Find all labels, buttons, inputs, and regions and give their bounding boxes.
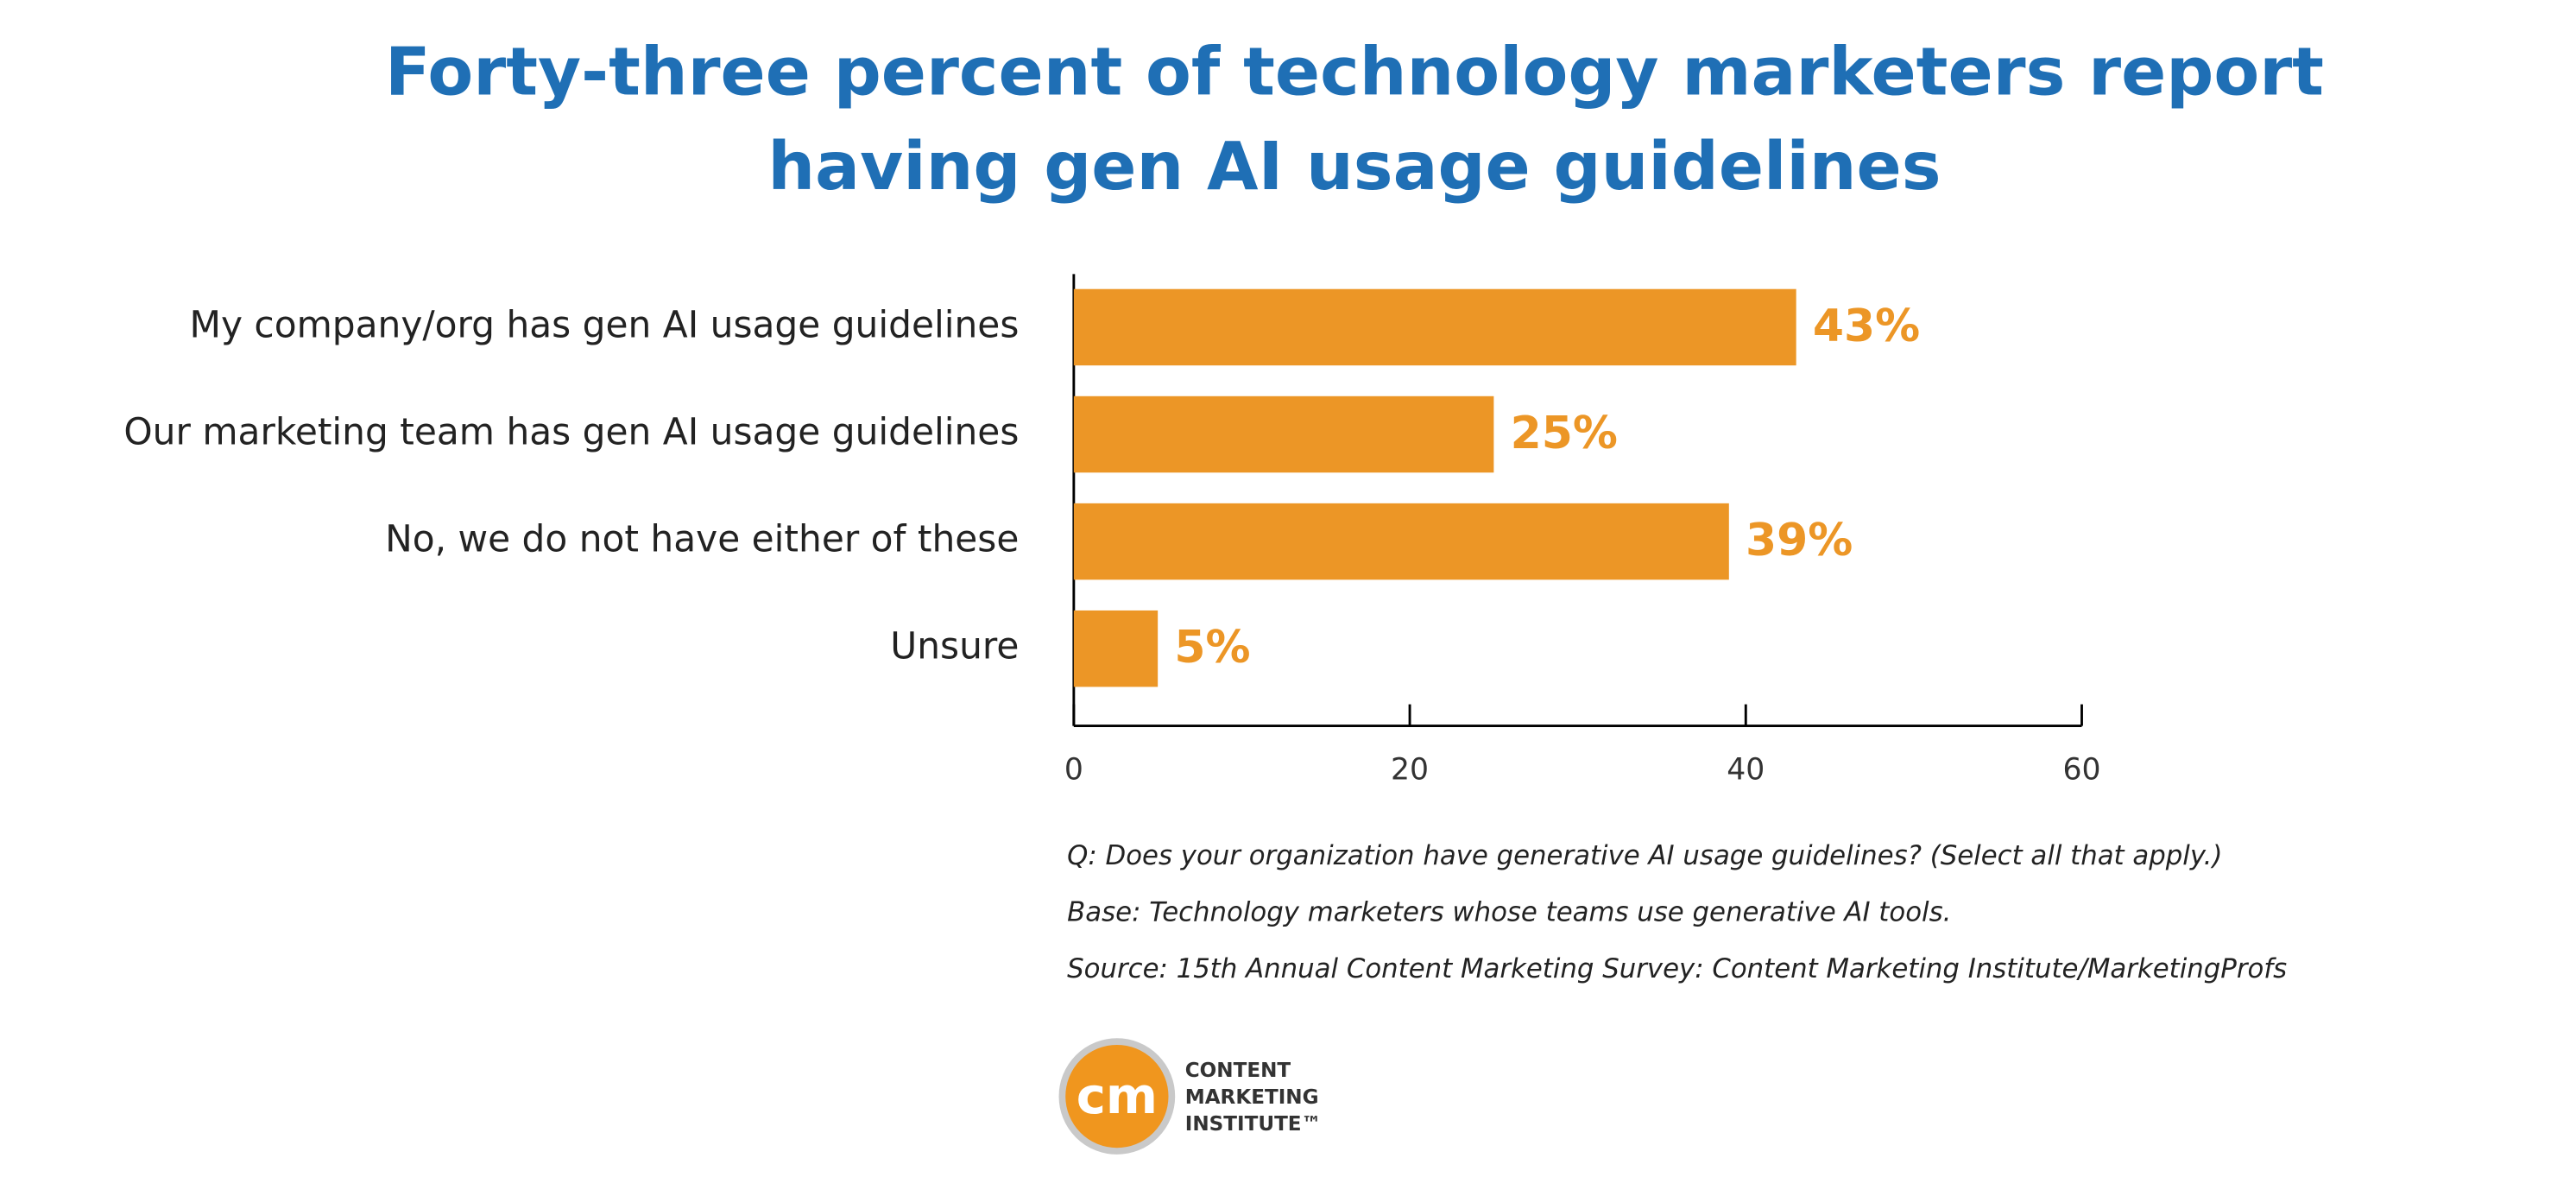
x-tick-label: 60 [2062,753,2100,788]
category-label: No, we do not have either of these [385,518,1019,560]
chart-title: having gen AI usage guidelines [767,129,1941,206]
logo-text: INSTITUTE™ [1185,1113,1322,1136]
data-label: 43% [1813,301,1920,352]
category-label: My company/org has gen AI usage guidelin… [189,303,1019,345]
note: Source: 15th Annual Content Marketing Su… [1067,953,2287,984]
category-label: Our marketing team has gen AI usage guid… [123,411,1019,453]
x-tick-label: 20 [1391,753,1429,788]
logo-text: CONTENT [1185,1060,1291,1082]
data-label: 25% [1511,408,1618,459]
category-label: Unsure [890,625,1019,668]
data-label: 5% [1174,622,1250,674]
logo-circle [1058,1038,1176,1155]
bar [1073,288,1796,366]
data-label: 39% [1746,515,1853,566]
bar [1073,396,1494,473]
chart-title: Forty-three percent of technology market… [385,34,2324,111]
bar [1073,610,1159,687]
logo-mark: cm [1076,1066,1158,1125]
bar [1073,503,1729,580]
note: Base: Technology marketers whose teams u… [1067,896,1951,927]
x-tick-label: 0 [1064,753,1083,788]
x-tick-label: 40 [1727,753,1765,788]
logo-text: MARKETING [1185,1086,1319,1109]
note: Q: Does your organization have generativ… [1067,840,2222,871]
